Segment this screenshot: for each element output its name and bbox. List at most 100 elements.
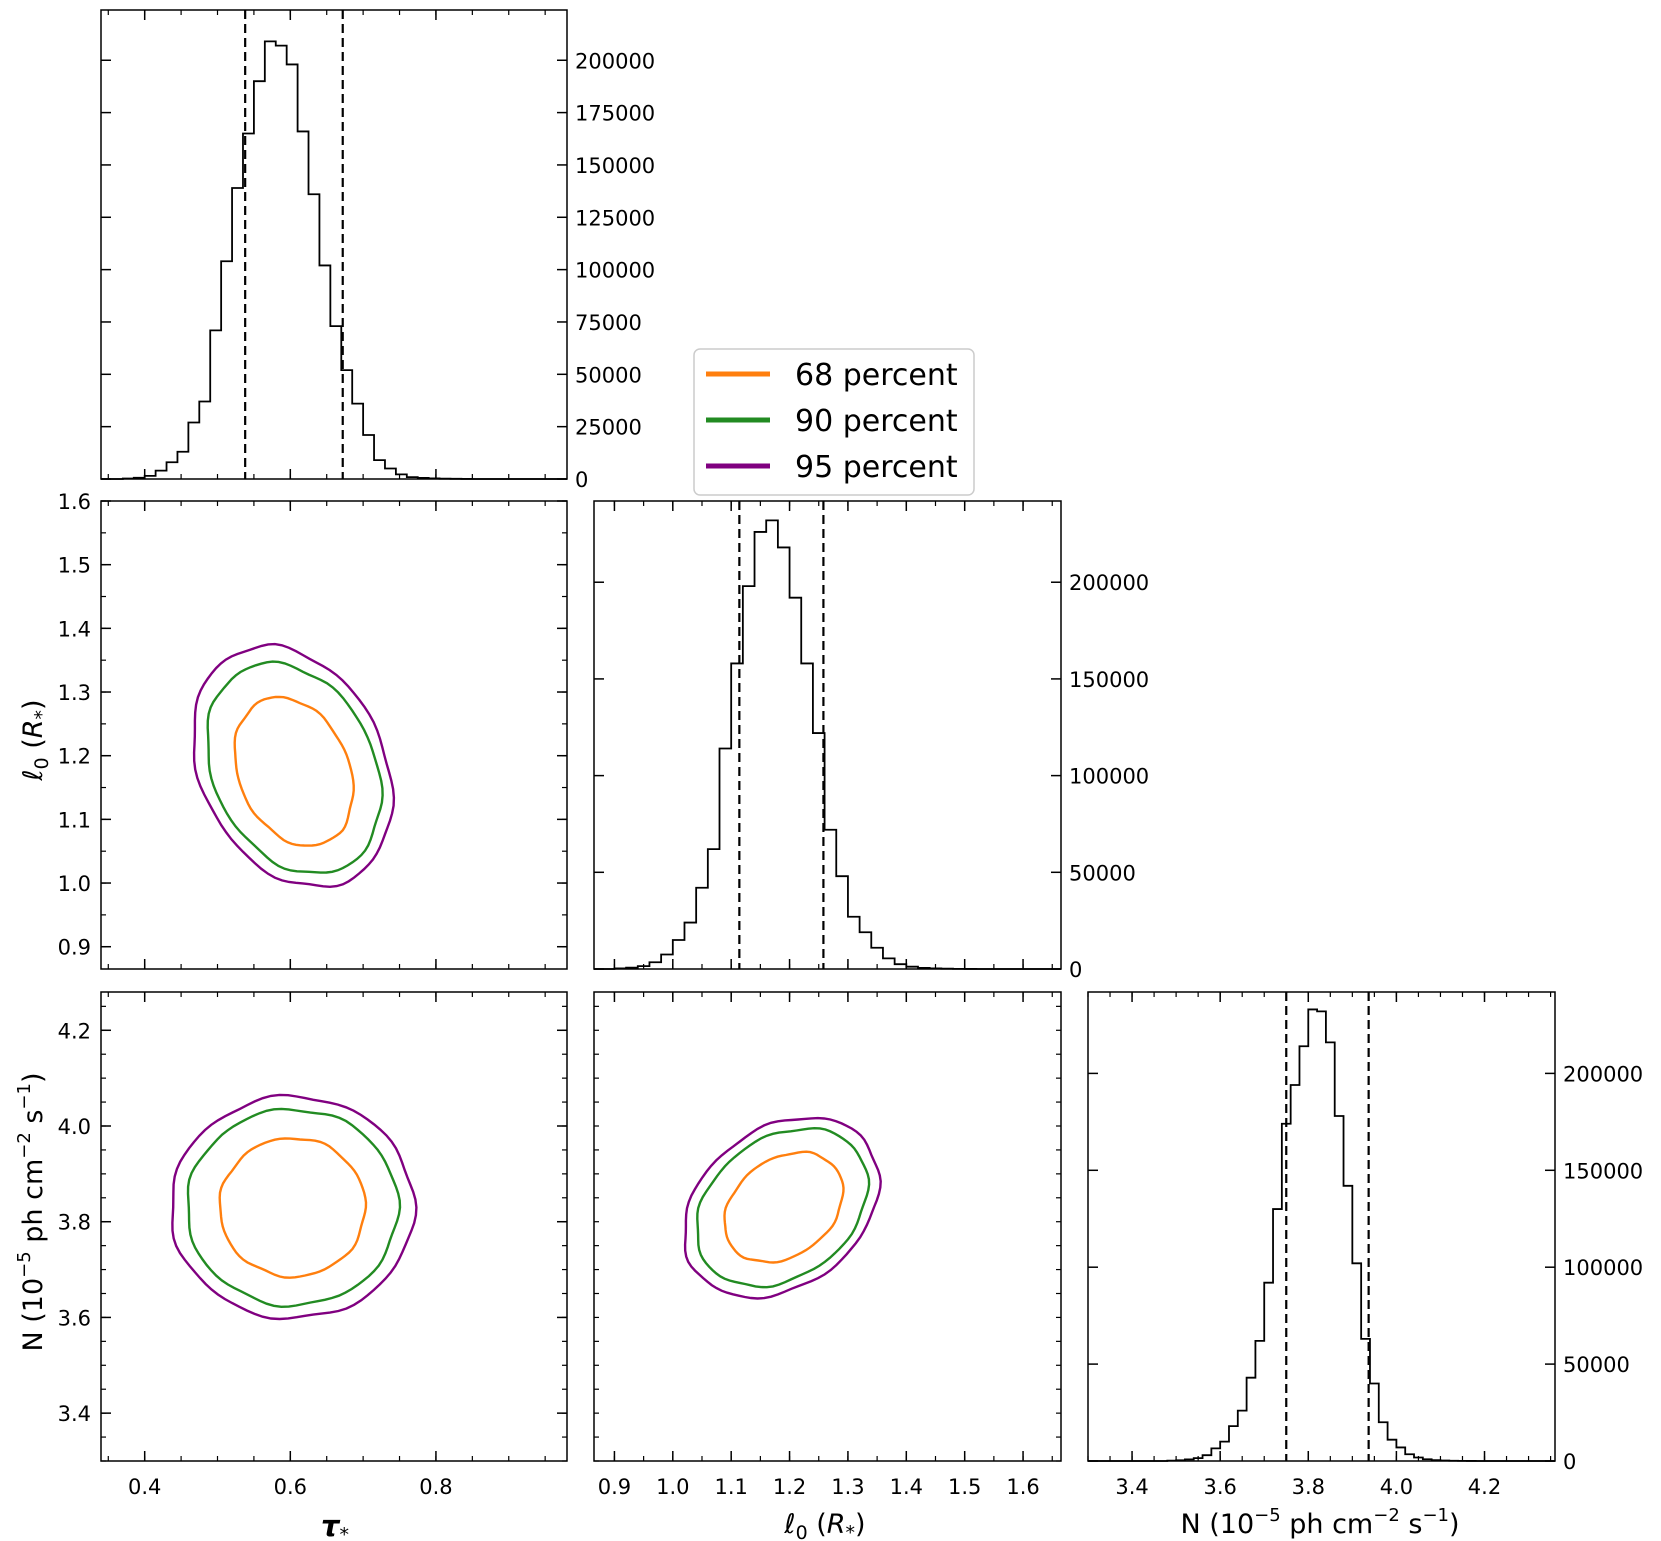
y-tick-label: 50000: [575, 363, 642, 387]
N-title-prefix: N (10: [18, 1278, 49, 1352]
y-tick-label: 150000: [1563, 1159, 1643, 1183]
contour-68-percent: [218, 1137, 368, 1279]
y-tick-label: 200000: [1069, 571, 1149, 595]
y-tick-label: 1.4: [58, 617, 91, 641]
x-tick-label: 3.6: [1203, 1475, 1236, 1499]
N-title-mid: ph cm: [1281, 1509, 1374, 1540]
y-tick-label: 1.0: [58, 872, 91, 896]
y-tick-label: 25000: [575, 416, 642, 440]
x-tick-label: 4.0: [1380, 1475, 1413, 1499]
l0-symbol: ℓ: [18, 769, 49, 781]
axes-frame: [100, 991, 568, 1462]
contour-95-percent: [683, 1116, 882, 1300]
y-tick-label: 100000: [1563, 1256, 1643, 1280]
axes-frame: [1087, 991, 1556, 1462]
y-tick-label: 0: [575, 468, 588, 492]
tau-N-contour-panel: 0.4 0.6 0.8 3.4 3.6 3.8 4.0 4.2: [58, 991, 568, 1499]
x-tick-label: 1.4: [890, 1475, 923, 1499]
y-tick-label: 3.6: [58, 1306, 91, 1330]
y-tick-label: 175000: [575, 102, 655, 126]
l0-unit-close: ): [855, 1509, 866, 1540]
y-tick-label: 50000: [1069, 861, 1136, 885]
x-axis-title-tau: τ*: [321, 1509, 349, 1541]
x-tick-label: 1.0: [656, 1475, 689, 1499]
y-tick-label: 1.1: [58, 808, 91, 832]
contour-68-percent: [233, 695, 355, 847]
y-tick-label: 1.6: [58, 490, 91, 514]
N-exp-3: −1: [1422, 1505, 1449, 1526]
N-marginal-panel: 3.4 3.6 3.8 4.0 4.2 0 50000 100000 150000 200000: [1087, 991, 1643, 1499]
contour-68-percent: [723, 1150, 845, 1264]
x-tick-label: 0.4: [128, 1475, 161, 1499]
y-tick-label: 75000: [575, 311, 642, 335]
N-exp-2: −2: [14, 1132, 35, 1159]
N-exp-1: −5: [14, 1251, 35, 1278]
l0-unit-star: *: [31, 710, 53, 720]
legend-label-68: 68 percent: [795, 358, 958, 393]
y-tick-label: 100000: [575, 259, 655, 283]
y-tick-label: 100000: [1069, 765, 1149, 789]
legend-label-95: 95 percent: [795, 450, 958, 485]
N-title-prefix: N (10: [1180, 1509, 1254, 1540]
x-axis-title-N: N (10−5 ph cm−2 s−1): [1180, 1505, 1459, 1540]
tau-marginal-panel: 0 25000 50000 75000 100000 125000 150000 175000…: [100, 9, 655, 492]
N-exp-2: −2: [1373, 1505, 1400, 1526]
l0-unit-open: (: [808, 1509, 827, 1540]
y-tick-label: 200000: [575, 49, 655, 73]
x-tick-label: 1.1: [714, 1475, 747, 1499]
x-tick-label: 0.9: [598, 1475, 631, 1499]
l0-unit-star: *: [846, 1522, 856, 1541]
legend-entry-95: 95 percent: [706, 450, 958, 485]
y-tick-label: 3.8: [58, 1211, 91, 1235]
N-title-mid2: s: [18, 1110, 49, 1133]
y-tick-label: 1.2: [58, 745, 91, 769]
x-tick-label: 1.3: [831, 1475, 864, 1499]
y-tick-label: 0.9: [58, 936, 91, 960]
l0-marginal-panel: 0 50000 100000 150000 200000: [593, 500, 1149, 982]
N-title-suffix: ): [18, 1072, 49, 1083]
x-tick-label: 1.6: [1006, 1475, 1039, 1499]
histogram-steps: [594, 519, 1061, 970]
x-tick-label: 1.2: [773, 1475, 806, 1499]
N-exp-3: −1: [14, 1083, 35, 1110]
legend-label-90: 90 percent: [795, 404, 958, 439]
contour-90-percent: [206, 660, 384, 874]
legend-entry-90: 90 percent: [706, 404, 958, 439]
x-axis-title-l0: ℓ0 (R*): [783, 1509, 865, 1541]
N-exp-1: −5: [1254, 1505, 1281, 1526]
histogram-steps: [101, 40, 567, 480]
y-tick-label: 4.2: [58, 1019, 91, 1043]
y-tick-label: 150000: [575, 154, 655, 178]
y-axis-title-N: N (10−5 ph cm−2 s−1): [14, 1072, 49, 1351]
N-title-mid: ph cm: [18, 1159, 49, 1252]
N-title-mid2: s: [1400, 1509, 1423, 1540]
y-tick-label: 1.3: [58, 681, 91, 705]
x-tick-label: 1.5: [948, 1475, 981, 1499]
contour-90-percent: [186, 1107, 402, 1309]
l0-unit-symbol: R: [827, 1509, 846, 1540]
l0-subscript: 0: [31, 757, 53, 769]
N-title-suffix: ): [1449, 1509, 1460, 1540]
l0-subscript: 0: [796, 1522, 808, 1541]
y-tick-label: 4.0: [58, 1115, 91, 1139]
legend: 68 percent 90 percent 95 percent: [693, 348, 975, 496]
y-tick-label: 150000: [1069, 668, 1149, 692]
x-tick-label: 3.8: [1292, 1475, 1325, 1499]
y-tick-label: 0: [1563, 1450, 1576, 1474]
axes-frame: [593, 991, 1062, 1462]
y-tick-label: 1.5: [58, 554, 91, 578]
y-tick-label: 3.4: [58, 1402, 91, 1426]
y-tick-label: 200000: [1563, 1062, 1643, 1086]
y-tick-label: 50000: [1563, 1353, 1630, 1377]
axes-frame: [100, 9, 568, 480]
tau-symbol: τ: [321, 1509, 341, 1541]
tau-l0-contour-panel: 0.9 1.0 1.1 1.2 1.3 1.4 1.5 1.6: [58, 490, 568, 970]
l0-N-contour-panel: 0.9 1.0 1.1 1.2 1.3 1.4 1.5 1.6: [593, 991, 1062, 1499]
axes-frame: [100, 500, 568, 970]
l0-unit-close: ): [18, 699, 49, 710]
contour-90-percent: [696, 1126, 871, 1289]
x-tick-label: 0.6: [274, 1475, 307, 1499]
tau-subscript: *: [340, 1524, 350, 1541]
contour-95-percent: [192, 642, 396, 889]
